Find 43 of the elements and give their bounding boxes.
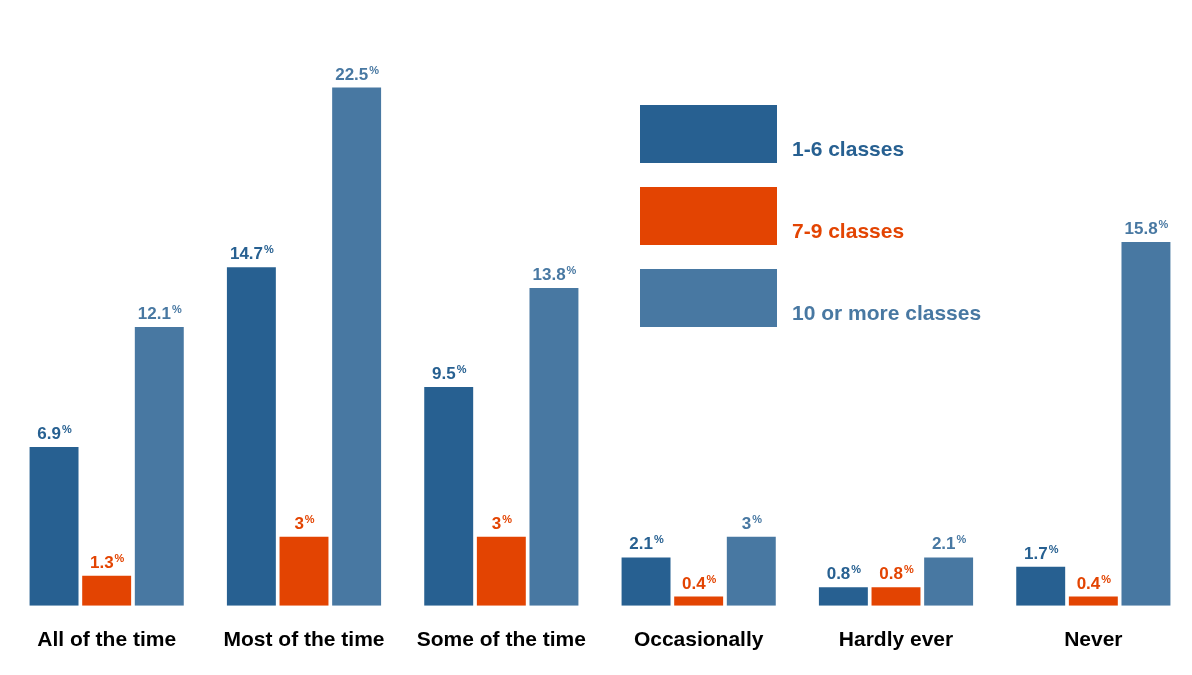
bar bbox=[82, 575, 132, 606]
data-label: 0.8% bbox=[879, 563, 914, 584]
bar bbox=[134, 327, 184, 606]
text: 1-6 classes bbox=[792, 137, 905, 161]
data-label: 13.8% bbox=[532, 263, 577, 284]
bar bbox=[476, 536, 526, 606]
bar bbox=[332, 87, 382, 606]
data-label: 9.5% bbox=[432, 363, 467, 383]
x-tick-label: All of the time bbox=[37, 627, 177, 651]
data-label: 1.3% bbox=[89, 551, 125, 572]
bar bbox=[621, 557, 671, 606]
bar bbox=[1016, 566, 1066, 606]
bar bbox=[279, 536, 329, 606]
bar bbox=[424, 387, 474, 606]
text: 10 or more classes bbox=[792, 301, 982, 325]
x-tick-label: Never bbox=[1064, 627, 1123, 651]
bar bbox=[1121, 241, 1171, 606]
data-label: 0.4% bbox=[1076, 572, 1112, 593]
bar bbox=[29, 446, 79, 606]
data-label: 12.1% bbox=[137, 303, 182, 324]
x-tick-label: Some of the time bbox=[416, 627, 586, 651]
bar bbox=[818, 587, 868, 606]
data-label: 22.5% bbox=[335, 63, 380, 84]
data-label: 0.8% bbox=[826, 563, 862, 584]
data-label: 15.8% bbox=[1124, 217, 1169, 238]
data-label: 1.7% bbox=[1024, 542, 1059, 563]
data-label: 3% bbox=[491, 512, 513, 533]
x-tick-label: Occasionally bbox=[633, 627, 764, 651]
data-label: 3% bbox=[741, 512, 763, 533]
data-label: 14.7% bbox=[229, 243, 275, 264]
data-label: 2.1% bbox=[629, 533, 664, 554]
bar bbox=[924, 557, 974, 606]
x-tick-label: Most of the time bbox=[223, 627, 385, 651]
data-label: 6.9% bbox=[37, 422, 72, 443]
data-label: 0.4% bbox=[681, 572, 717, 593]
data-label: 2.1% bbox=[931, 533, 967, 554]
bar bbox=[726, 536, 776, 606]
bar bbox=[226, 267, 276, 606]
text: 7-9 classes bbox=[792, 219, 905, 243]
bar bbox=[529, 287, 579, 606]
x-tick-label: Hardly ever bbox=[838, 627, 954, 651]
data-label: 3% bbox=[294, 512, 315, 533]
bar bbox=[871, 587, 921, 606]
